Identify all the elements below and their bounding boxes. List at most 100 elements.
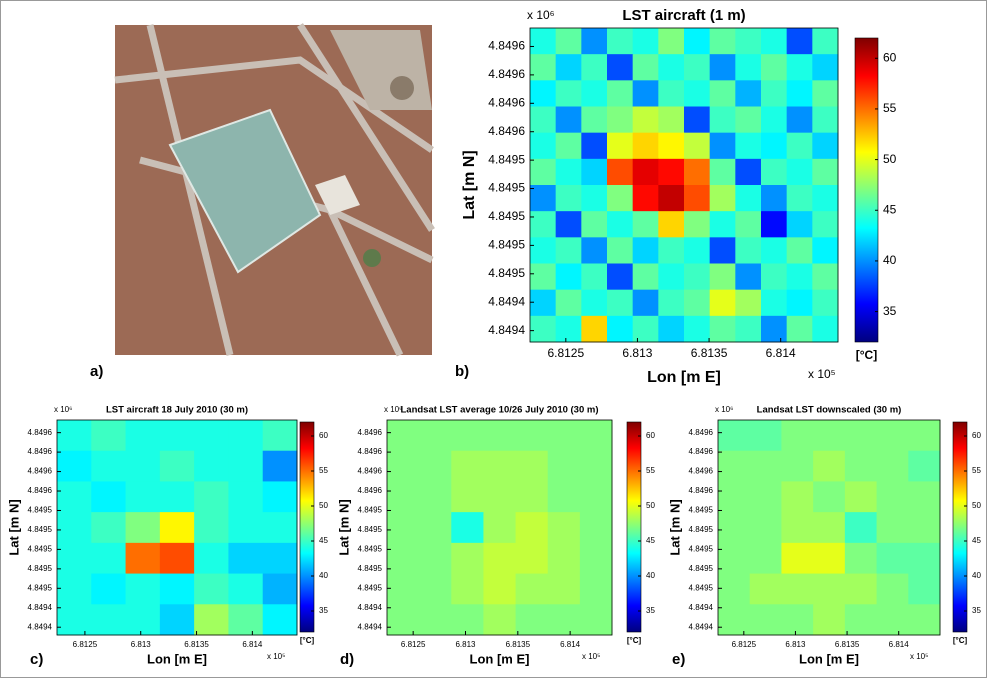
colorbar-label: [°C]: [627, 636, 642, 645]
heat-cell: [263, 512, 298, 543]
heat-cell: [419, 512, 452, 543]
panel-label: d): [340, 651, 354, 668]
heat-cell: [781, 512, 813, 543]
heat-cell: [877, 481, 909, 512]
heat-cell: [812, 316, 838, 343]
colorbar-tick-label: 45: [972, 536, 981, 545]
heat-cell: [718, 512, 750, 543]
heat-cell: [483, 512, 516, 543]
heat-cell: [787, 54, 813, 81]
heat-cell: [581, 290, 607, 317]
colorbar: [300, 422, 314, 632]
heat-cell: [91, 512, 126, 543]
y-tick-label: 4.8496: [689, 486, 714, 495]
heat-cell: [845, 420, 877, 451]
heat-cell: [228, 451, 263, 482]
heat-cell: [718, 604, 750, 635]
heat-cell: [160, 543, 195, 574]
heat-cell: [633, 316, 659, 343]
heat-cell: [633, 211, 659, 238]
heat-cell: [483, 420, 516, 451]
heat-cell: [581, 28, 607, 55]
heat-cell: [91, 451, 126, 482]
colorbar-tick-label: 55: [646, 466, 655, 475]
heat-cell: [419, 481, 452, 512]
y-tick-label: 4.8496: [488, 39, 525, 53]
heat-cell: [607, 264, 633, 291]
heat-cell: [787, 290, 813, 317]
heat-cell: [812, 211, 838, 238]
y-tick-label: 4.8496: [28, 486, 53, 495]
heat-cell: [228, 512, 263, 543]
heat-cell: [516, 451, 549, 482]
x-tick-label: 6.814: [889, 640, 910, 649]
heat-cell: [228, 543, 263, 574]
heat-cell: [387, 512, 420, 543]
heat-cell: [710, 133, 736, 160]
y-tick-label: 4.8495: [689, 506, 714, 515]
heat-cell: [228, 604, 263, 635]
y-tick-label: 4.8495: [689, 564, 714, 573]
y-tick-label: 4.8495: [488, 152, 525, 166]
y-multiplier: x 10⁶: [715, 405, 733, 414]
y-tick-label: 4.8494: [689, 603, 714, 612]
heat-cell: [658, 290, 684, 317]
colorbar-tick-label: 35: [646, 606, 655, 615]
y-tick-label: 4.8495: [28, 506, 53, 515]
heat-cell: [633, 290, 659, 317]
heat-cell: [735, 107, 761, 134]
heat-cell: [877, 451, 909, 482]
y-tick-label: 4.8495: [488, 238, 525, 252]
heat-cell: [761, 316, 787, 343]
y-tick-label: 4.8496: [358, 486, 383, 495]
heat-cell: [633, 159, 659, 186]
y-tick-label: 4.8496: [488, 67, 525, 81]
heat-cell: [581, 54, 607, 81]
heat-cell: [387, 481, 420, 512]
x-tick-label: 6.814: [766, 346, 796, 360]
heat-cell: [633, 237, 659, 264]
heat-cell: [530, 264, 556, 291]
heat-cell: [684, 107, 710, 134]
heat-cell: [263, 574, 298, 605]
heat-cell: [126, 451, 161, 482]
heat-cell: [57, 512, 92, 543]
heat-cell: [750, 574, 782, 605]
heat-cell: [658, 211, 684, 238]
heat-cell: [787, 211, 813, 238]
y-tick-label: 4.8496: [358, 447, 383, 456]
heat-cell: [483, 481, 516, 512]
heat-cell: [658, 264, 684, 291]
colorbar-tick-label: 45: [883, 202, 897, 216]
heat-cell: [684, 316, 710, 343]
heat-cell: [607, 107, 633, 134]
heat-cell: [658, 107, 684, 134]
heat-cell: [126, 481, 161, 512]
heat-cell: [194, 481, 229, 512]
heat-cell: [556, 211, 582, 238]
heat-cell: [812, 290, 838, 317]
heat-cell: [710, 80, 736, 107]
heat-cell: [580, 481, 613, 512]
panel-label: e): [672, 651, 685, 668]
heat-cell: [761, 159, 787, 186]
heat-cell: [556, 316, 582, 343]
heat-cell: [633, 80, 659, 107]
y-multiplier: x 10⁶: [384, 405, 402, 414]
heat-cell: [530, 54, 556, 81]
colorbar-tick-label: 35: [883, 304, 897, 318]
heat-cell: [483, 451, 516, 482]
heat-cell: [548, 512, 581, 543]
heat-cell: [419, 604, 452, 635]
heat-cell: [160, 512, 195, 543]
heat-cell: [877, 543, 909, 574]
y-tick-label: 4.8494: [488, 323, 525, 337]
heat-cell: [710, 54, 736, 81]
heat-cell: [580, 451, 613, 482]
x-multiplier: x 10⁵: [910, 652, 928, 661]
colorbar-tick-label: 60: [972, 431, 981, 440]
panel-label: c): [30, 651, 43, 668]
heat-cell: [761, 264, 787, 291]
heat-cell: [91, 543, 126, 574]
heat-cell: [160, 481, 195, 512]
